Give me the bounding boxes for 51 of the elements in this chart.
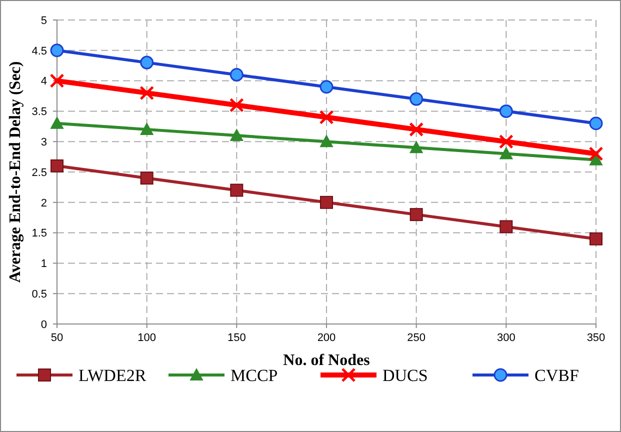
point — [409, 122, 424, 137]
point — [588, 146, 604, 162]
point — [230, 184, 244, 197]
y-tick-label: 2.5 — [32, 166, 47, 179]
y-tick-label: 4.5 — [32, 45, 47, 58]
x-tick-label: 200 — [317, 332, 336, 344]
point — [498, 134, 514, 149]
point — [140, 172, 154, 185]
point — [319, 110, 334, 125]
x-tick-label: 250 — [407, 332, 426, 344]
point — [320, 196, 333, 209]
point — [50, 116, 64, 129]
x-tick-label: 50 — [50, 332, 64, 344]
point — [140, 56, 154, 70]
legend-label: DUCS — [382, 366, 428, 385]
point — [50, 159, 64, 172]
point — [499, 104, 513, 118]
point — [320, 80, 334, 94]
y-tick-label: 1.5 — [32, 228, 47, 240]
y-tick-label: 3 — [40, 136, 47, 148]
y-tick-label: 2 — [40, 197, 47, 210]
legend-label: LWDE2R — [78, 366, 147, 385]
y-tick-label: 0 — [40, 318, 47, 331]
legend-label: MCCP — [230, 366, 278, 385]
point — [500, 147, 513, 160]
point — [410, 92, 424, 106]
y-tick-label: 1 — [40, 258, 47, 270]
point — [320, 135, 333, 148]
point — [140, 86, 154, 100]
point — [500, 220, 513, 234]
point — [590, 232, 602, 246]
y-tick-label: 3.5 — [32, 106, 47, 118]
point — [230, 68, 244, 82]
point — [140, 122, 154, 135]
x-tick-label: 150 — [227, 332, 246, 344]
point — [50, 74, 64, 88]
y-tick-label: 5 — [40, 14, 47, 27]
point — [589, 116, 603, 130]
y-tick-label: 4 — [40, 76, 47, 88]
x-tick-label: 350 — [586, 332, 606, 344]
x-axis-title: No. of Nodes — [283, 352, 370, 369]
y-axis-title: Average End-to-End Delay (Sec) — [7, 61, 24, 283]
x-tick-label: 100 — [138, 332, 156, 344]
point — [50, 44, 64, 58]
point — [229, 98, 244, 112]
point — [410, 208, 423, 222]
point — [410, 141, 423, 154]
x-tick-label: 300 — [496, 332, 516, 344]
point — [230, 129, 244, 142]
y-tick-label: 0.5 — [32, 288, 47, 300]
legend-label: CVBF — [534, 366, 579, 385]
